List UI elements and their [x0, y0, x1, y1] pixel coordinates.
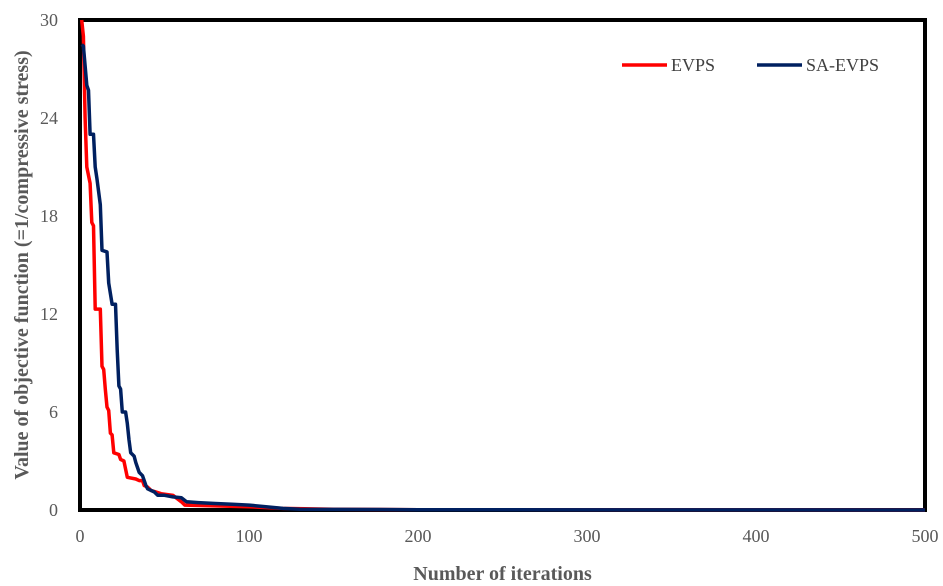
x-tick-label: 500 — [912, 526, 939, 546]
x-tick-label: 400 — [743, 526, 770, 546]
y-axis: 0 6 12 18 24 30 — [40, 10, 58, 520]
y-tick-label: 12 — [40, 304, 58, 324]
series-line-sa-evps — [80, 43, 926, 512]
legend-label-sa-evps: SA-EVPS — [806, 55, 879, 75]
legend-label-evps: EVPS — [671, 55, 715, 75]
legend: EVPS SA-EVPS — [622, 55, 879, 75]
series-line-evps — [79, 19, 926, 512]
y-tick-label: 6 — [49, 402, 58, 422]
y-axis-title: Value of objective function (=1/compress… — [11, 50, 33, 479]
y-tick-label: 24 — [40, 108, 58, 128]
x-tick-label: 100 — [236, 526, 263, 546]
series-layer — [79, 19, 926, 512]
x-tick-label: 0 — [76, 526, 85, 546]
x-axis: 0 100 200 300 400 500 — [76, 526, 939, 546]
plot-frame — [78, 18, 927, 512]
plot-area — [78, 18, 927, 512]
y-tick-label: 30 — [40, 10, 58, 30]
y-tick-label: 18 — [40, 206, 58, 226]
y-tick-label: 0 — [49, 500, 58, 520]
x-tick-label: 200 — [405, 526, 432, 546]
x-axis-title: Number of iterations — [413, 563, 592, 585]
x-tick-label: 300 — [574, 526, 601, 546]
